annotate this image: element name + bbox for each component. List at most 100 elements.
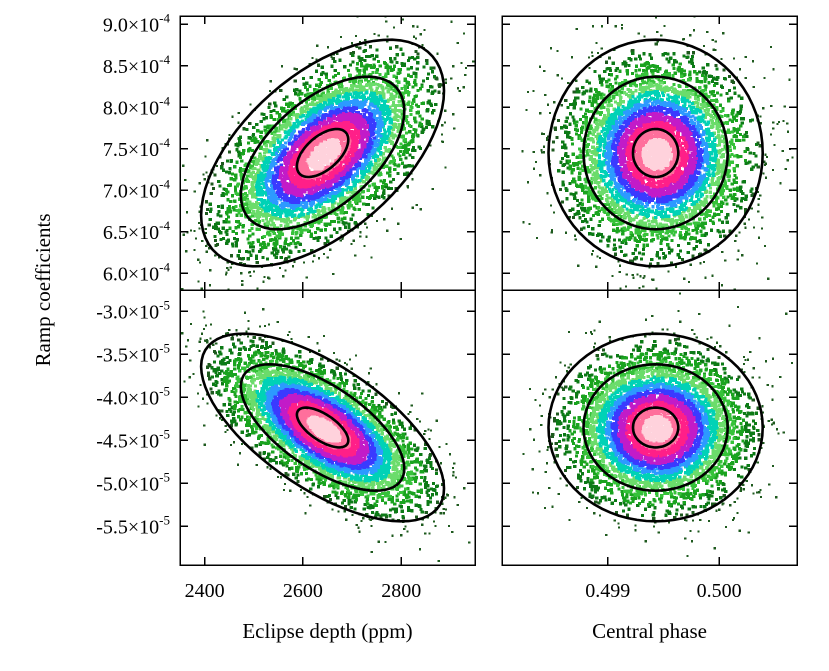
density-point — [300, 231, 304, 235]
density-point — [306, 155, 310, 159]
density-point — [288, 151, 292, 155]
density-point — [252, 209, 256, 213]
density-point — [415, 37, 418, 40]
density-point — [315, 58, 318, 61]
density-point — [324, 199, 329, 203]
density-point — [371, 109, 375, 113]
density-point — [362, 113, 366, 117]
density-point — [355, 179, 360, 183]
density-point — [262, 234, 266, 238]
density-point — [358, 178, 362, 182]
density-point — [238, 142, 243, 146]
density-point — [380, 115, 384, 119]
density-point — [352, 50, 356, 54]
density-point — [367, 115, 371, 119]
density-point — [429, 144, 432, 147]
density-point — [405, 81, 410, 85]
density-point — [251, 188, 255, 192]
density-point — [284, 135, 288, 139]
density-point — [348, 119, 352, 123]
density-point — [376, 139, 380, 143]
density-point — [359, 231, 362, 234]
density-point — [220, 166, 224, 170]
density-point — [267, 195, 271, 199]
density-point — [300, 92, 304, 96]
density-point — [394, 89, 398, 94]
density-point — [270, 251, 274, 255]
density-point — [308, 138, 312, 142]
density-point — [388, 46, 393, 50]
density-point — [300, 111, 304, 116]
density-point — [331, 193, 335, 197]
density-point — [255, 178, 259, 183]
density-point — [368, 82, 372, 86]
density-point — [444, 78, 447, 81]
density-point — [319, 81, 323, 85]
density-point — [257, 206, 261, 211]
density-point — [302, 198, 306, 202]
density-point — [216, 227, 220, 231]
density-point — [319, 180, 323, 185]
density-point — [351, 60, 355, 64]
density-point — [359, 235, 362, 238]
density-point — [254, 203, 258, 207]
density-point — [326, 192, 330, 196]
density-point — [359, 79, 363, 83]
density-point — [264, 217, 268, 221]
density-point — [216, 204, 221, 209]
density-point — [332, 122, 336, 126]
density-point — [362, 49, 366, 53]
density-point — [324, 98, 328, 102]
density-point — [426, 89, 430, 93]
density-point — [367, 79, 371, 84]
density-point — [283, 241, 287, 245]
density-point — [291, 140, 295, 144]
density-point — [416, 61, 420, 65]
density-point — [229, 254, 234, 258]
density-point — [430, 111, 435, 115]
density-point — [251, 240, 255, 244]
density-point — [254, 195, 258, 199]
density-point — [333, 227, 337, 231]
density-point — [249, 103, 252, 106]
density-point — [227, 204, 232, 208]
density-point — [324, 127, 328, 131]
density-point — [279, 163, 283, 167]
density-point — [389, 65, 393, 69]
density-point — [406, 185, 409, 188]
density-point — [296, 200, 300, 204]
density-point — [173, 218, 175, 220]
density-point — [289, 241, 293, 245]
density-point — [363, 59, 367, 63]
density-point — [276, 140, 280, 144]
density-point — [293, 146, 297, 151]
density-point — [337, 164, 341, 168]
density-point — [354, 34, 357, 37]
density-point — [396, 104, 400, 108]
density-point — [388, 57, 392, 61]
density-point — [322, 210, 326, 214]
density-point — [317, 213, 321, 217]
density-point — [302, 77, 306, 81]
density-point — [321, 121, 325, 125]
density-point — [336, 136, 340, 140]
density-point — [232, 205, 236, 210]
density-point — [420, 85, 424, 89]
density-point — [311, 210, 315, 214]
density-point — [312, 236, 316, 241]
density-point — [358, 105, 362, 109]
density-point — [266, 129, 270, 133]
density-point — [304, 85, 308, 89]
density-point — [410, 134, 415, 139]
density-point — [338, 137, 342, 141]
density-point — [280, 189, 284, 193]
density-point — [257, 184, 261, 188]
density-point — [255, 227, 259, 231]
density-point — [335, 157, 339, 161]
density-point — [173, 213, 175, 215]
density-point — [304, 161, 308, 165]
density-point — [412, 127, 416, 132]
density-point — [198, 227, 201, 230]
density-point — [204, 200, 208, 204]
density-point — [222, 220, 226, 224]
